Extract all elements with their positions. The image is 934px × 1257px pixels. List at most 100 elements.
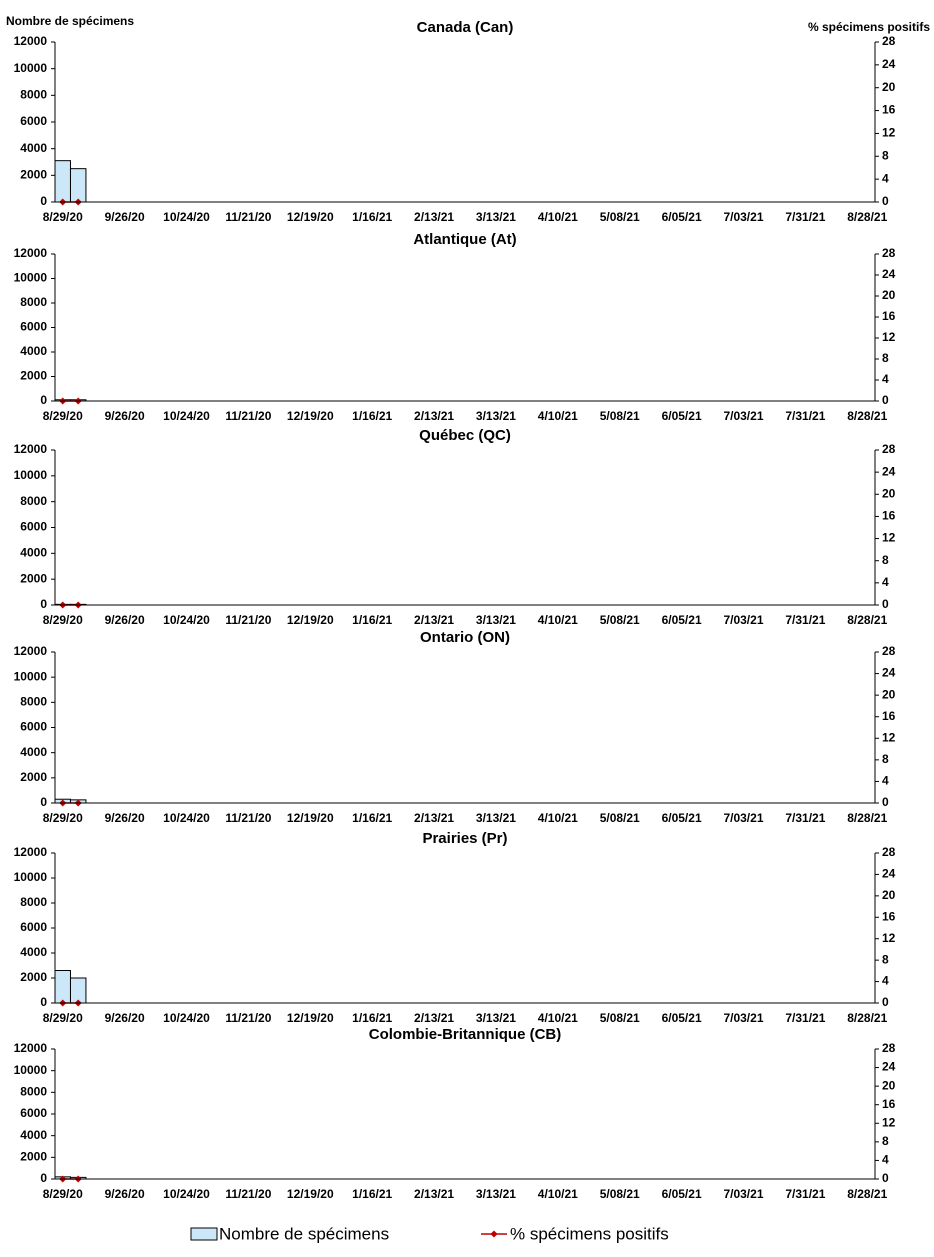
y2-tick-label: 0: [882, 194, 889, 208]
x-tick-label: 8/29/20: [43, 1011, 83, 1025]
bar: [69, 977, 87, 1004]
y-tick-label: 10000: [14, 468, 48, 482]
x-tick-label: 3/13/21: [476, 409, 516, 423]
x-tick-label: 5/08/21: [600, 1187, 640, 1201]
x-tick-label: 7/31/21: [785, 210, 825, 224]
chart-title: Atlantique (At): [413, 231, 516, 248]
y2-tick-label: 4: [882, 774, 889, 788]
y-tick-label: 6000: [20, 720, 47, 734]
x-tick-label: 7/03/21: [723, 613, 763, 627]
x-tick-label: 6/05/21: [662, 1011, 702, 1025]
y-tick-label: 12000: [14, 442, 48, 456]
x-tick-label: 9/26/20: [105, 409, 145, 423]
y-tick-label: 2000: [20, 770, 47, 784]
y-tick-label: 12000: [14, 845, 48, 859]
y2-tick-label: 24: [882, 57, 896, 71]
y2-tick-label: 4: [882, 1153, 889, 1167]
x-tick-label: 5/08/21: [600, 1011, 640, 1025]
x-tick-label: 8/28/21: [847, 1011, 887, 1025]
y2-tick-label: 20: [882, 1078, 896, 1092]
x-tick-label: 8/28/21: [847, 409, 887, 423]
x-tick-label: 1/16/21: [352, 1187, 392, 1201]
y2-tick-label: 16: [882, 1097, 896, 1111]
x-tick-label: 2/13/21: [414, 1011, 454, 1025]
y-tick-label: 8000: [20, 695, 47, 709]
x-tick-label: 8/28/21: [847, 613, 887, 627]
y2-tick-label: 0: [882, 795, 889, 809]
y2-tick-label: 16: [882, 709, 896, 723]
y2-tick-label: 12: [882, 531, 896, 545]
x-tick-label: 11/21/20: [225, 409, 271, 423]
y-tick-label: 0: [40, 194, 47, 208]
y-tick-label: 4000: [20, 546, 47, 560]
x-tick-label: 7/31/21: [785, 1011, 825, 1025]
x-tick-label: 8/29/20: [43, 613, 83, 627]
x-tick-label: 9/26/20: [105, 613, 145, 627]
x-tick-label: 10/24/20: [163, 409, 210, 423]
x-tick-label: 2/13/21: [414, 409, 454, 423]
x-tick-label: 12/19/20: [287, 1187, 334, 1201]
x-tick-label: 5/08/21: [600, 409, 640, 423]
x-tick-label: 7/31/21: [785, 409, 825, 423]
x-tick-label: 4/10/21: [538, 811, 578, 825]
y2-tick-label: 24: [882, 867, 896, 881]
x-tick-label: 7/03/21: [723, 1187, 763, 1201]
x-tick-label: 8/29/20: [43, 811, 83, 825]
x-tick-label: 10/24/20: [163, 811, 210, 825]
x-tick-label: 5/08/21: [600, 613, 640, 627]
x-tick-label: 10/24/20: [163, 1187, 210, 1201]
y2-tick-label: 28: [882, 442, 896, 456]
y2-tick-label: 8: [882, 752, 889, 766]
y2-tick-label: 8: [882, 1134, 889, 1148]
y2-tick-label: 16: [882, 103, 896, 117]
y-tick-label: 10000: [14, 1063, 48, 1077]
chart-title: Colombie-Britannique (CB): [369, 1026, 562, 1043]
y2-tick-label: 8: [882, 351, 889, 365]
x-tick-label: 3/13/21: [476, 1011, 516, 1025]
chart-title: Québec (QC): [419, 427, 511, 444]
y2-tick-label: 4: [882, 171, 889, 185]
x-tick-label: 7/03/21: [723, 409, 763, 423]
y-tick-label: 2000: [20, 571, 47, 585]
x-tick-label: 12/19/20: [287, 210, 334, 224]
x-tick-label: 12/19/20: [287, 613, 334, 627]
x-tick-label: 6/05/21: [662, 210, 702, 224]
y-tick-label: 6000: [20, 1106, 47, 1120]
x-tick-label: 5/08/21: [600, 210, 640, 224]
x-tick-label: 1/16/21: [352, 409, 392, 423]
y2-tick-label: 8: [882, 553, 889, 567]
x-tick-label: 6/05/21: [662, 409, 702, 423]
y-tick-label: 0: [40, 393, 47, 407]
legend-label: Nombre de spécimens: [219, 1224, 389, 1243]
y2-axis-label: % spécimens positifs: [808, 20, 930, 34]
y2-tick-label: 20: [882, 687, 896, 701]
y-tick-label: 2000: [20, 970, 47, 984]
x-tick-label: 3/13/21: [476, 1187, 516, 1201]
y-tick-label: 0: [40, 597, 47, 611]
y2-tick-label: 28: [882, 644, 896, 658]
x-tick-label: 8/28/21: [847, 811, 887, 825]
x-tick-label: 8/29/20: [43, 210, 83, 224]
y-tick-label: 4000: [20, 344, 47, 358]
x-tick-label: 7/31/21: [785, 613, 825, 627]
x-tick-label: 2/13/21: [414, 613, 454, 627]
x-tick-label: 2/13/21: [414, 811, 454, 825]
y2-tick-label: 28: [882, 34, 896, 48]
y-tick-label: 12000: [14, 1041, 48, 1055]
y2-tick-label: 28: [882, 246, 896, 260]
x-tick-label: 9/26/20: [105, 811, 145, 825]
y-tick-label: 4000: [20, 141, 47, 155]
y2-tick-label: 20: [882, 288, 896, 302]
y-tick-label: 4000: [20, 1128, 47, 1142]
x-tick-label: 8/29/20: [43, 1187, 83, 1201]
y-tick-label: 2000: [20, 369, 47, 383]
x-tick-label: 5/08/21: [600, 811, 640, 825]
y2-tick-label: 20: [882, 888, 896, 902]
y-tick-label: 0: [40, 995, 47, 1009]
x-tick-label: 2/13/21: [414, 210, 454, 224]
y2-tick-label: 12: [882, 330, 896, 344]
y2-tick-label: 4: [882, 974, 889, 988]
x-tick-label: 1/16/21: [352, 613, 392, 627]
y2-tick-label: 28: [882, 845, 896, 859]
x-tick-label: 1/16/21: [352, 210, 392, 224]
